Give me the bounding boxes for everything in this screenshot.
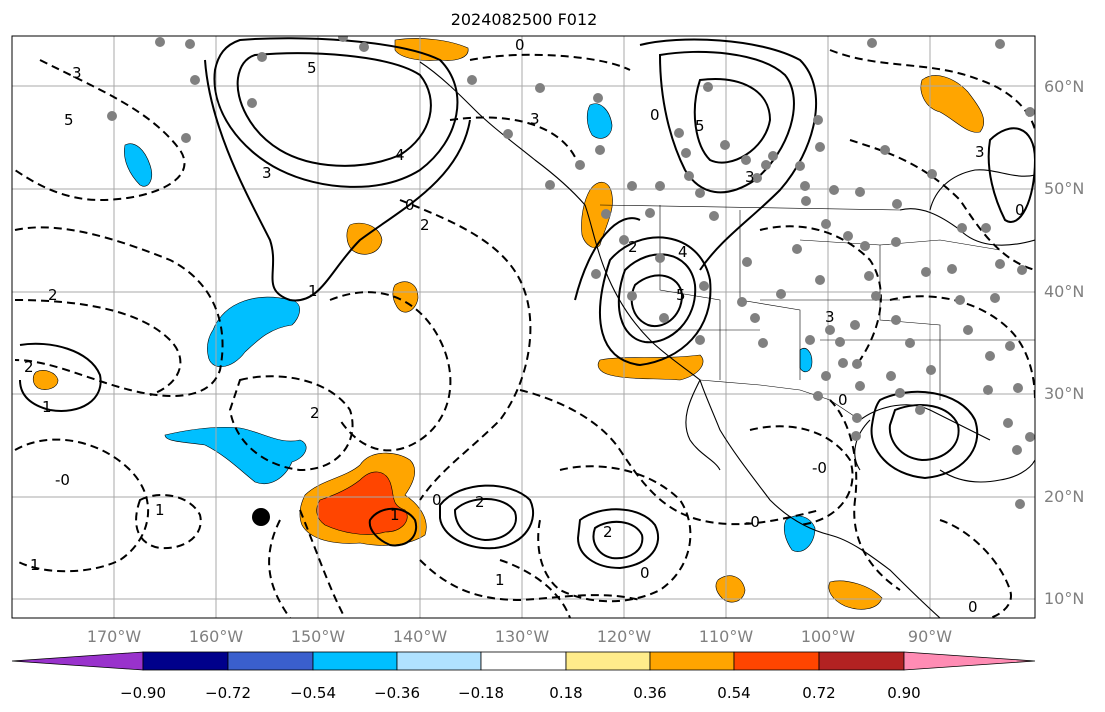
colorbar-cell [903,651,1036,671]
lat-label: 30°N [1044,384,1085,403]
contour-label: 4 [678,243,688,261]
colorbar-tick-label: 0.90 [887,684,921,702]
colorbar-cell [818,651,905,671]
coastlines [419,61,1035,618]
lat-label: 20°N [1044,487,1085,506]
contour-label: 3 [530,110,540,128]
contour-label: 5 [676,286,686,304]
shade-orange-far-west [32,370,59,390]
lon-label: 110°W [698,627,754,646]
contour-label: 0 [1015,201,1025,219]
contour-label: 0 [515,36,525,54]
map-frame [11,35,1036,619]
contour-label: 3 [72,64,82,82]
lat-label: 50°N [1044,179,1085,198]
colorbar-cell [396,651,482,671]
colorbar-tick-label: −0.36 [374,684,420,702]
shade-blue-far-west [124,143,152,187]
contour-label: 0 [405,196,415,214]
lon-label: 120°W [596,627,652,646]
contour-label: 2 [48,286,58,304]
lon-label: 130°W [494,627,550,646]
lat-label: 10°N [1044,589,1085,608]
contour-label: 1 [308,282,318,300]
shade-blue-southwest [799,348,813,373]
contours-solid [19,37,1035,570]
colorbar-cell [565,651,651,671]
lon-label: 90°W [907,627,953,646]
lon-label: 140°W [392,627,448,646]
shade-orange-bc-coast [581,182,613,249]
station-markers [107,36,1035,509]
contour-label: 2 [628,238,638,256]
colorbar-cell [649,651,735,671]
shade-blue-west-pacific [207,296,300,367]
colorbar-tick-label: 0.54 [717,684,751,702]
contour-label: 2 [420,216,430,234]
contour-label: 3 [975,143,985,161]
contour-label: 5 [64,111,74,129]
shade-orange-mexico-south [715,575,746,603]
contour-label: 3 [262,164,272,182]
storm-position-marker [252,508,270,526]
lon-label: 150°W [290,627,346,646]
colorbar-tick-label: −0.72 [205,684,251,702]
contour-label: 0 [650,106,660,124]
shade-red-hawaii-east [316,471,408,535]
shade-orange-hudson [920,75,985,133]
lon-label: 100°W [800,627,856,646]
colorbar-cell [11,651,144,671]
contour-label: 1 [495,571,505,589]
shade-blue-hawaii-north [164,426,307,484]
contour-label: 2 [603,523,613,541]
map-title: 2024082500 F012 [450,10,598,29]
colorbar-cell [312,651,398,671]
contour-label: 2 [24,358,34,376]
colorbar-cell [227,651,314,671]
colorbar-tick-label: 0.18 [549,684,583,702]
contour-label: 5 [307,59,317,77]
contours-dashed [14,49,1035,618]
lat-label: 40°N [1044,282,1085,301]
contour-labels: 5 3 0 2 4 1 5 3 2 2 1 -0 1 1 2 1 0 2 2 1… [24,36,1025,616]
shade-orange-gulf-alaska-top [394,38,469,61]
contour-label: -0 [745,513,760,531]
colorbar-tick-label: −0.54 [290,684,336,702]
colorbar [11,651,1036,671]
colorbar-cell [733,651,820,671]
contour-label: 0 [432,491,442,509]
colorbar-cell [480,651,567,671]
lon-label: 160°W [188,627,244,646]
map-background [12,36,1035,618]
contour-label: 1 [42,398,52,416]
grid-lines [12,36,1035,618]
lat-label: 60°N [1044,77,1085,96]
colorbar-tick-label: −0.18 [458,684,504,702]
colorbar-tick-label: 0.36 [633,684,667,702]
contour-label: 3 [745,168,755,186]
colorbar-tick-label: −0.90 [120,684,166,702]
contour-label: 1 [30,556,40,574]
colorbar-tick-label: 0.72 [802,684,836,702]
contour-label: 4 [395,146,405,164]
contour-label: 0 [640,564,650,582]
colorbar-cell [142,651,229,671]
contour-label: 2 [310,404,320,422]
contour-label: 5 [695,117,705,135]
contour-label: 1 [390,506,400,524]
contour-label: -0 [812,459,827,477]
contour-label: 0 [968,598,978,616]
shade-orange-central-america [828,580,883,610]
contour-label: 3 [825,308,835,326]
contour-label: 0 [838,391,848,409]
contour-label: -0 [55,471,70,489]
contour-label: 2 [475,493,485,511]
shade-blue-bc [586,103,613,139]
contour-label: 1 [155,501,165,519]
shade-orange-pacific-small2 [392,281,419,313]
lon-label: 170°W [86,627,142,646]
